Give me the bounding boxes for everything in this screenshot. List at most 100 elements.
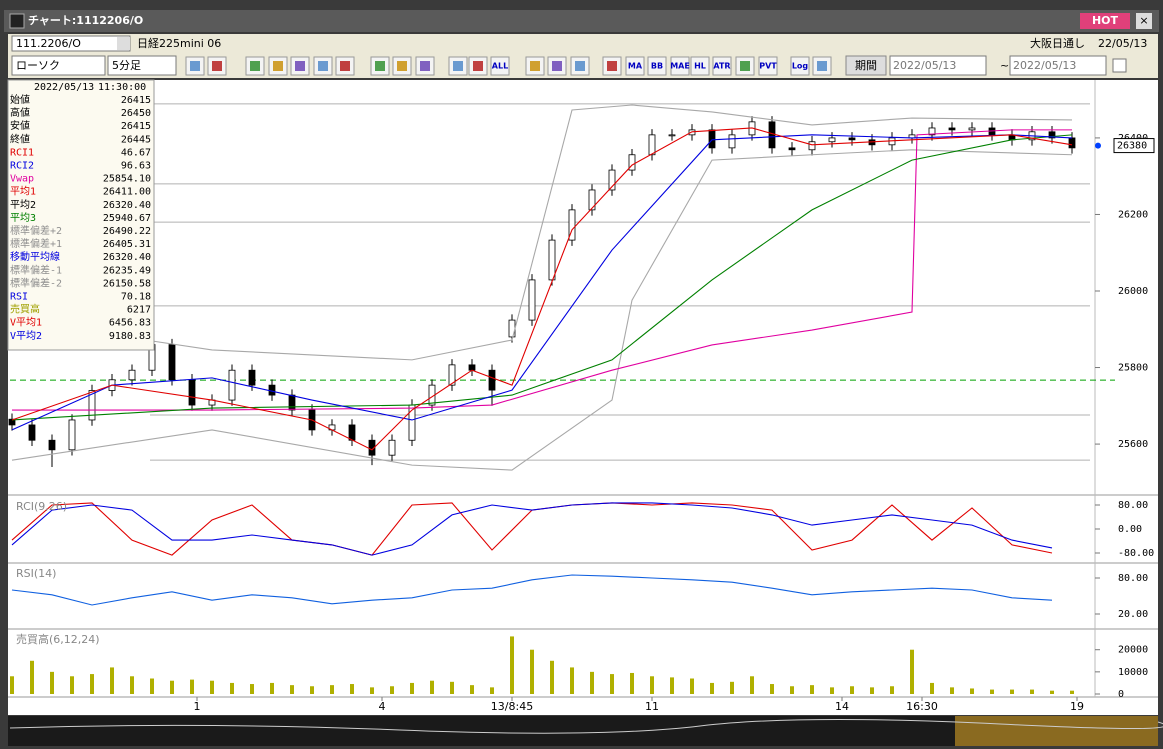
candle-body: [668, 134, 676, 137]
scroller-thumb[interactable]: [955, 716, 1158, 746]
candle-body: [628, 154, 636, 171]
last-price-label: 26380: [1117, 141, 1147, 152]
info-label: RSI: [10, 292, 28, 303]
info-value: 26320.40: [103, 200, 151, 211]
candle-body: [168, 344, 176, 381]
info-label: 終値: [10, 132, 30, 145]
candle-body: [828, 137, 836, 143]
candle-body: [568, 209, 576, 241]
volume-bar: [50, 671, 54, 694]
info-label: V平均1: [10, 317, 42, 329]
toolbar-button[interactable]: [690, 56, 710, 76]
series-line: [11, 134, 1073, 431]
period-button[interactable]: [845, 55, 887, 76]
app-icon: [9, 13, 25, 29]
volume-bar: [870, 687, 874, 694]
info-value: 6456.83: [109, 318, 151, 329]
volume-bar: [210, 680, 214, 694]
to-date-box[interactable]: [1009, 55, 1107, 76]
volume-bar: [770, 684, 774, 694]
candle-body: [768, 121, 776, 149]
volume-bar: [950, 687, 954, 694]
y-tick-label: 80.00: [1118, 573, 1148, 584]
volume-bar: [990, 689, 994, 694]
info-value: 26415: [121, 95, 151, 106]
volume-bar: [650, 676, 654, 694]
candle-body: [488, 369, 496, 391]
y-tick-label: 10000: [1118, 667, 1148, 678]
volume-bar: [930, 682, 934, 694]
y-tick-label: 25800: [1118, 363, 1148, 374]
volume-bar: [750, 676, 754, 694]
info-value: 6217: [127, 305, 151, 316]
info-label: 高値: [10, 106, 30, 119]
toolbar-button-label: MA: [628, 62, 643, 71]
info-label: 標準偏差+2: [10, 224, 62, 237]
info-value: 25940.67: [103, 213, 151, 224]
volume-bar: [1010, 689, 1014, 694]
volume-bar: [910, 649, 914, 694]
info-value: 25854.10: [103, 174, 151, 185]
chart-type-select[interactable]: [11, 55, 106, 76]
volume-bar: [850, 686, 854, 694]
toolbar-icon: [740, 61, 750, 71]
plot: 25600258002600026200264002638080.000.00-…: [8, 103, 1155, 713]
toolbar-icon: [817, 61, 827, 71]
volume-bar: [1050, 690, 1054, 694]
series-line: [11, 134, 1073, 421]
info-value: 96.63: [121, 161, 151, 172]
title-bar: [4, 10, 1159, 32]
x-tick-label: 1: [194, 700, 201, 713]
candle-body: [288, 394, 296, 411]
toolbar-button[interactable]: [790, 56, 810, 76]
checkbox[interactable]: [1112, 58, 1127, 73]
toolbar-button[interactable]: [647, 56, 667, 76]
info-time: 11:30:00: [98, 82, 146, 93]
info-label: Vwap: [10, 174, 34, 185]
from-date: 2022/05/13: [893, 59, 956, 72]
toolbar-icon: [530, 61, 540, 71]
x-tick-label: 13/8:45: [491, 700, 533, 713]
volume-bar: [970, 688, 974, 694]
close-button[interactable]: [1136, 13, 1152, 29]
info-value: 70.18: [121, 292, 151, 303]
volume-bar: [150, 678, 154, 694]
info-value: 26445: [121, 134, 151, 145]
period: 期間: [855, 59, 877, 72]
toolbar-icon: [552, 61, 562, 71]
toolbar-icon: [273, 61, 283, 71]
info-value: 26150.58: [103, 278, 151, 289]
series-line: [11, 127, 1073, 451]
chart-area: [8, 80, 1158, 715]
toolbar-button[interactable]: [758, 56, 778, 76]
volume-bar: [690, 678, 694, 694]
toolbar-icon: [575, 61, 585, 71]
from-date-box[interactable]: [889, 55, 987, 76]
volume-bar: [30, 660, 34, 694]
toolbar-button[interactable]: [712, 56, 732, 76]
volume-bar: [590, 671, 594, 694]
volume-bar: [330, 685, 334, 694]
hot-badge[interactable]: [1080, 13, 1130, 29]
interval-select[interactable]: [107, 55, 177, 76]
scroller-trace: [9, 718, 1163, 734]
toolbar-button[interactable]: [490, 56, 510, 76]
info-value: 26320.40: [103, 252, 151, 263]
toolbar-button[interactable]: [670, 56, 690, 76]
panel-title: RSI(14): [16, 567, 56, 580]
volume-bar: [790, 686, 794, 694]
info-value: 26235.49: [103, 265, 151, 276]
panel-title: RCI(9,26): [16, 500, 67, 513]
volume-bar: [110, 667, 114, 694]
y-tick-label: 80.00: [1118, 500, 1148, 511]
series-line: [12, 129, 1072, 411]
series-line: [11, 104, 1073, 361]
volume-bar: [170, 680, 174, 694]
toolbar-icon: [295, 61, 305, 71]
instrument: 日経225mini 06: [137, 37, 221, 50]
toolbar-button[interactable]: [625, 56, 645, 76]
candle-body: [188, 379, 196, 406]
volume-bar: [470, 685, 474, 694]
dropdown-arrow[interactable]: [117, 37, 130, 50]
